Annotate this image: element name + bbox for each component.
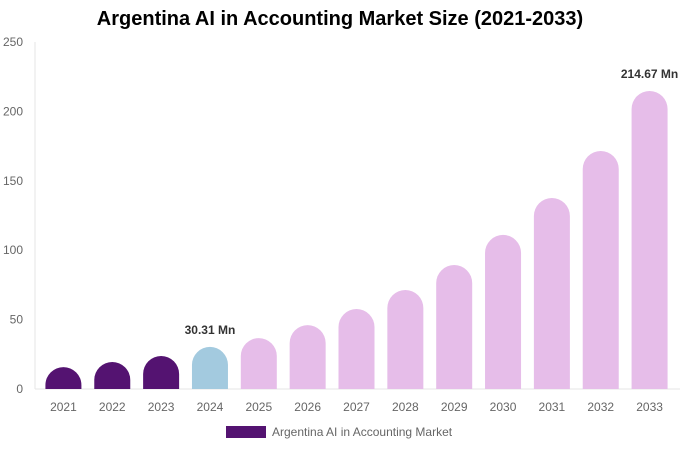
x-tick-label: 2022 [99, 400, 126, 414]
legend: Argentina AI in Accounting Market [226, 425, 452, 439]
bar-2022 [94, 361, 131, 389]
chart-title: Argentina AI in Accounting Market Size (… [96, 8, 584, 30]
data-label-2033: 214.67 Mn [621, 67, 678, 81]
x-tick-label: 2028 [392, 400, 419, 414]
bar-2023 [143, 355, 180, 389]
x-tick-label: 2030 [490, 400, 517, 414]
bar-2026 [289, 325, 326, 389]
x-tick-label: 2027 [343, 400, 370, 414]
x-tick-label: 2023 [148, 400, 175, 414]
bar-2027 [338, 309, 375, 389]
data-label-2024: 30.31 Mn [185, 323, 236, 337]
x-tick-label: 2024 [197, 400, 224, 414]
y-tick-label: 50 [10, 313, 24, 327]
legend-swatch [226, 426, 266, 438]
bar-2032 [582, 150, 619, 389]
bar-2029 [436, 265, 473, 389]
bar-2030 [485, 234, 522, 389]
x-tick-label: 2032 [587, 400, 614, 414]
y-tick-label: 250 [3, 35, 23, 49]
bar-2024 [191, 346, 228, 389]
y-tick-label: 0 [16, 382, 23, 396]
bar-2025 [240, 338, 277, 389]
x-tick-label: 2026 [294, 400, 321, 414]
bar-2028 [387, 290, 424, 389]
x-tick-label: 2025 [245, 400, 272, 414]
bar-2021 [45, 367, 82, 389]
x-tick-label: 2033 [636, 400, 663, 414]
bar-2033 [631, 91, 668, 389]
x-tick-label: 2021 [50, 400, 77, 414]
x-tick-label: 2029 [441, 400, 468, 414]
bar-2031 [533, 198, 570, 389]
legend-label: Argentina AI in Accounting Market [272, 425, 453, 439]
y-tick-label: 150 [3, 174, 23, 188]
y-tick-label: 100 [3, 243, 23, 257]
y-tick-label: 200 [3, 104, 23, 118]
x-tick-label: 2031 [539, 400, 566, 414]
